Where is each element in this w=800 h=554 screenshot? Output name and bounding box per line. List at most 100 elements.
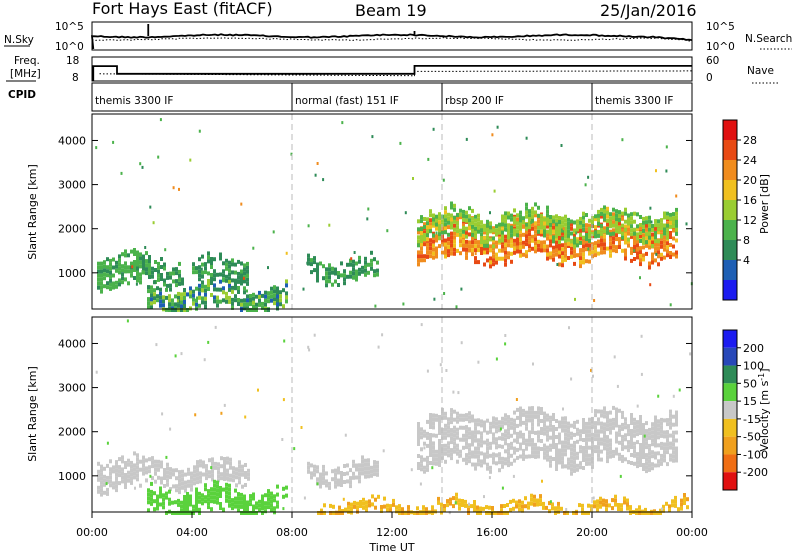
heatmap-cell xyxy=(471,208,474,213)
heatmap-cell xyxy=(621,454,624,459)
heatmap-cell xyxy=(648,443,651,448)
heatmap-cell xyxy=(552,425,555,429)
heatmap-cell xyxy=(621,223,624,228)
heatmap-cell xyxy=(130,472,133,477)
heatmap-cell xyxy=(642,216,645,221)
heatmap-cell xyxy=(180,292,183,297)
time-tick-label: 20:00 xyxy=(576,526,608,539)
heatmap-cell xyxy=(97,485,100,490)
heatmap-cell xyxy=(203,358,206,362)
heatmap-cell xyxy=(220,456,223,461)
heatmap-cell xyxy=(139,260,142,265)
heatmap-cell xyxy=(549,463,552,468)
heatmap-cell xyxy=(210,499,213,504)
heatmap-cell xyxy=(100,464,103,469)
heatmap-cell xyxy=(552,219,555,224)
heatmap-cell xyxy=(204,483,207,488)
heatmap-cell xyxy=(178,277,181,282)
heatmap-cell xyxy=(486,231,489,236)
heatmap-cell xyxy=(462,233,465,238)
heatmap-cell xyxy=(648,227,651,232)
heatmap-cell xyxy=(159,291,162,296)
heatmap-cell xyxy=(528,438,531,443)
heatmap-cell xyxy=(465,433,468,438)
heatmap-cell xyxy=(133,475,136,480)
heatmap-cell xyxy=(429,449,432,453)
heatmap-cell xyxy=(232,470,235,475)
heatmap-cell xyxy=(639,231,642,235)
heatmap-cell xyxy=(537,446,540,451)
heatmap-cell xyxy=(483,452,486,457)
heatmap-cell xyxy=(546,417,549,422)
heatmap-cell xyxy=(621,216,624,221)
cpid-mode-label: themis 3300 IF xyxy=(595,95,673,107)
heatmap-cell xyxy=(136,274,139,279)
heatmap-cell xyxy=(660,461,663,466)
heatmap-cell xyxy=(352,459,355,464)
heatmap-cell xyxy=(142,254,145,259)
heatmap-cell xyxy=(486,235,489,240)
heatmap-cell xyxy=(246,265,249,270)
heatmap-cell xyxy=(177,502,180,507)
heatmap-cell xyxy=(420,467,423,472)
heatmap-cell xyxy=(603,250,606,255)
heatmap-cell xyxy=(364,470,367,475)
heatmap-cell xyxy=(207,493,210,498)
heatmap-cell xyxy=(450,420,453,425)
heatmap-cell xyxy=(97,273,100,278)
heatmap-cell xyxy=(531,238,534,243)
heatmap-cell xyxy=(205,476,208,481)
heatmap-cell xyxy=(620,503,623,508)
heatmap-cell xyxy=(486,239,489,244)
heatmap-cell xyxy=(648,463,651,468)
heatmap-cell xyxy=(453,449,456,454)
heatmap-cell xyxy=(343,281,346,286)
heatmap-cell xyxy=(198,277,201,282)
heatmap-cell xyxy=(438,455,441,459)
heatmap-cell xyxy=(600,231,603,236)
heatmap-cell xyxy=(426,229,429,234)
heatmap-cell xyxy=(183,308,186,312)
heatmap-cell xyxy=(669,457,672,462)
heatmap-cell xyxy=(255,505,258,510)
heatmap-cell xyxy=(654,419,657,424)
heatmap-cell xyxy=(196,464,199,469)
heatmap-cell xyxy=(582,227,585,232)
heatmap-cell xyxy=(552,429,555,433)
velocity-colorbar-tick: 15 xyxy=(743,395,757,408)
heatmap-cell xyxy=(519,222,522,227)
heatmap-cell xyxy=(468,244,471,249)
heatmap-cell xyxy=(537,406,540,411)
heatmap-cell xyxy=(618,241,621,245)
heatmap-cell xyxy=(178,273,181,278)
heatmap-cell xyxy=(157,463,160,468)
heatmap-cell xyxy=(364,264,367,269)
heatmap-cell xyxy=(169,487,172,492)
heatmap-cell xyxy=(531,214,534,219)
heatmap-cell xyxy=(376,460,379,465)
heatmap-cell xyxy=(507,419,510,424)
heatmap-cell xyxy=(558,240,561,244)
heatmap-cell xyxy=(364,474,367,479)
heatmap-cell xyxy=(307,461,310,466)
heatmap-cell xyxy=(264,298,267,303)
heatmap-cell xyxy=(672,220,675,225)
heatmap-cell xyxy=(597,217,600,222)
heatmap-cell xyxy=(501,416,504,421)
heatmap-cell xyxy=(199,459,202,464)
heatmap-cell xyxy=(106,463,109,468)
heatmap-cell xyxy=(626,506,629,511)
heatmap-cell xyxy=(495,357,498,361)
heatmap-cell xyxy=(103,482,106,487)
heatmap-cell xyxy=(322,264,325,269)
heatmap-cell xyxy=(642,467,645,471)
heatmap-cell xyxy=(352,463,355,468)
heatmap-cell xyxy=(181,469,184,474)
heatmap-cell xyxy=(540,411,543,415)
heatmap-cell xyxy=(162,505,165,510)
heatmap-cell xyxy=(663,442,666,447)
heatmap-cell xyxy=(109,483,112,488)
heatmap-cell xyxy=(612,220,615,225)
heatmap-cell xyxy=(334,279,337,284)
heatmap-cell xyxy=(660,222,663,227)
